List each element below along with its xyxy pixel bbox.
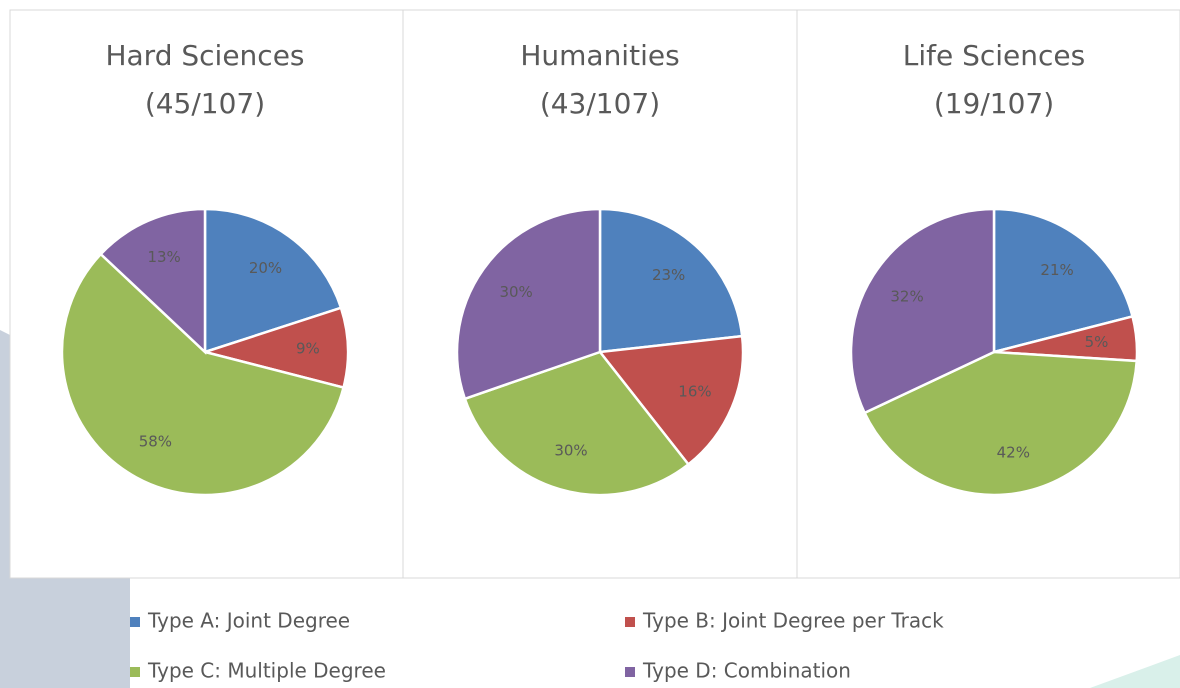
chart-subtitle: (19/107) [934, 87, 1054, 120]
chart-title: Hard Sciences [105, 39, 304, 72]
pie-slice [598, 207, 744, 354]
data-label: 21% [1040, 261, 1073, 279]
data-label: 32% [890, 287, 923, 305]
data-label: 13% [147, 248, 180, 266]
pie-slice [60, 252, 346, 497]
data-label: 58% [139, 433, 172, 451]
pie-slice [200, 306, 350, 390]
decoration [1090, 655, 1180, 688]
chart-subtitle: (43/107) [540, 87, 660, 120]
pie-slice [849, 207, 996, 415]
data-label: 30% [554, 441, 587, 459]
legend-label: Type D: Combination [642, 659, 851, 683]
pie-slice [597, 334, 745, 467]
data-label: 23% [652, 266, 685, 284]
data-label: 9% [296, 339, 320, 357]
data-label: 16% [678, 382, 711, 400]
data-label: 5% [1085, 333, 1109, 351]
pie-slice [203, 207, 343, 354]
pie-slice [98, 207, 207, 355]
chart-title: Humanities [520, 39, 679, 72]
data-label: 20% [249, 259, 282, 277]
data-label: 30% [499, 283, 532, 301]
legend-label: Type C: Multiple Degree [147, 659, 386, 683]
pie-slice [862, 350, 1139, 497]
legend-swatch [625, 617, 635, 627]
legend-label: Type B: Joint Degree per Track [642, 609, 944, 633]
chart-title: Life Sciences [903, 39, 1086, 72]
legend-label: Type A: Joint Degree [147, 609, 350, 633]
pie-slice [455, 207, 602, 401]
data-label: 42% [997, 444, 1030, 462]
legend-swatch [625, 667, 635, 677]
legend-swatch [130, 667, 140, 677]
pie-slice [992, 207, 1135, 354]
pie-slice [463, 350, 691, 497]
chart-subtitle: (45/107) [145, 87, 265, 120]
legend-swatch [130, 617, 140, 627]
